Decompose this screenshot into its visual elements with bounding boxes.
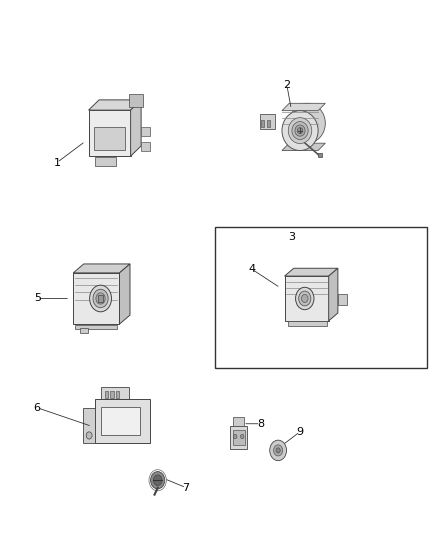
Bar [288, 321, 327, 326]
Ellipse shape [292, 122, 308, 140]
Ellipse shape [297, 127, 303, 134]
Bar [101, 407, 140, 435]
Bar [260, 115, 275, 129]
Text: 4: 4 [248, 264, 255, 274]
Circle shape [86, 432, 92, 439]
Circle shape [299, 291, 311, 306]
Bar [233, 417, 244, 426]
Bar [116, 391, 120, 398]
Polygon shape [328, 268, 338, 321]
Polygon shape [88, 100, 141, 110]
Bar [338, 294, 347, 305]
Polygon shape [131, 100, 141, 156]
Bar [80, 328, 88, 333]
Bar [98, 295, 103, 302]
Polygon shape [282, 103, 325, 111]
Bar [88, 110, 131, 156]
Bar [261, 120, 265, 127]
Bar [101, 387, 129, 400]
Polygon shape [282, 143, 325, 150]
Bar [75, 325, 117, 329]
Text: 7: 7 [183, 483, 190, 492]
Circle shape [240, 434, 244, 439]
Bar [230, 426, 247, 449]
Polygon shape [120, 264, 130, 324]
Circle shape [276, 448, 280, 453]
Ellipse shape [288, 118, 312, 143]
Circle shape [233, 434, 237, 439]
Circle shape [274, 445, 283, 456]
Circle shape [296, 287, 314, 310]
Text: 5: 5 [34, 294, 41, 303]
Circle shape [93, 289, 108, 308]
Circle shape [90, 285, 112, 312]
Bar [95, 157, 116, 166]
Bar [94, 127, 125, 150]
Bar [128, 94, 143, 107]
Bar [318, 154, 322, 157]
Text: 8: 8 [257, 419, 264, 429]
Polygon shape [285, 268, 338, 276]
Bar [233, 430, 245, 445]
Bar [110, 391, 114, 398]
Polygon shape [73, 264, 130, 273]
Text: 2: 2 [283, 80, 290, 90]
Bar [215, 227, 427, 368]
Bar [285, 276, 328, 321]
Bar [83, 408, 95, 442]
Ellipse shape [282, 111, 318, 150]
Circle shape [153, 475, 162, 486]
Circle shape [96, 293, 105, 304]
Bar [267, 120, 270, 127]
Text: 1: 1 [53, 158, 60, 167]
Bar [95, 400, 150, 442]
Circle shape [301, 294, 308, 303]
Bar [73, 273, 120, 324]
Circle shape [151, 472, 165, 489]
Ellipse shape [295, 125, 305, 136]
Text: 3: 3 [288, 232, 295, 242]
Circle shape [270, 440, 286, 461]
Bar [141, 142, 149, 151]
Text: 9: 9 [297, 427, 304, 437]
Text: 6: 6 [34, 403, 41, 413]
Bar [105, 391, 109, 398]
Ellipse shape [289, 103, 325, 143]
Bar [141, 127, 149, 136]
